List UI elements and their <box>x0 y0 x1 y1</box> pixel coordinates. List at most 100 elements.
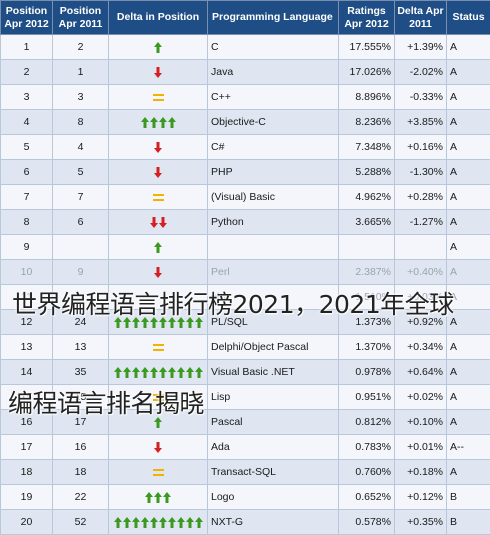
header-position-2011: Position Apr 2011 <box>53 1 109 35</box>
up-arrow-icon <box>114 517 122 528</box>
cell-status: A <box>447 335 490 360</box>
cell-rating: 1.373% <box>339 310 395 335</box>
cell-delta-position <box>109 35 208 60</box>
equal-icon <box>153 469 164 476</box>
up-arrow-icon <box>154 242 162 253</box>
cell-delta-rating: +0.64% <box>395 360 447 385</box>
cell-status: B <box>447 510 490 535</box>
cell-status: A <box>447 310 490 335</box>
cell-position-2012: 1 <box>1 35 53 60</box>
cell-position-2011: 2 <box>53 35 109 60</box>
up-arrow-icon <box>195 367 203 378</box>
up-arrow-icon <box>150 517 158 528</box>
cell-language: Ada <box>208 435 339 460</box>
cell-language: Pascal <box>208 410 339 435</box>
cell-delta-position <box>109 160 208 185</box>
cell-rating: 8.896% <box>339 85 395 110</box>
cell-position-2012: 6 <box>1 160 53 185</box>
up-arrow-icon <box>141 117 149 128</box>
cell-status: A <box>447 85 490 110</box>
equal-icon <box>153 194 164 201</box>
up-arrow-icon <box>150 317 158 328</box>
up-arrow-icon <box>168 117 176 128</box>
up-arrow-icon <box>177 317 185 328</box>
cell-delta-position <box>109 85 208 110</box>
cell-delta-position <box>109 135 208 160</box>
cell-rating: 3.665% <box>339 210 395 235</box>
cell-position-2011: 9 <box>53 260 109 285</box>
cell-delta-position <box>109 460 208 485</box>
cell-position-2011: 15 <box>53 385 109 410</box>
cell-position-2012: 18 <box>1 460 53 485</box>
up-arrow-icon <box>168 517 176 528</box>
cell-rating: 0.760% <box>339 460 395 485</box>
cell-delta-position <box>109 435 208 460</box>
cell-delta-rating <box>395 235 447 260</box>
cell-delta-position <box>109 335 208 360</box>
cell-delta-position <box>109 185 208 210</box>
cell-delta-rating: +0.01% <box>395 435 447 460</box>
cell-rating: 0.812% <box>339 410 395 435</box>
cell-position-2011: 8 <box>53 110 109 135</box>
cell-language: C# <box>208 135 339 160</box>
cell-language: PL/SQL <box>208 310 339 335</box>
cell-rating: 0.978% <box>339 360 395 385</box>
cell-delta-rating: +0.28% <box>395 185 447 210</box>
cell-rating: 0.783% <box>339 435 395 460</box>
up-arrow-icon <box>123 367 131 378</box>
up-arrow-icon <box>154 42 162 53</box>
cell-position-2012: 3 <box>1 85 53 110</box>
cell-language: PHP <box>208 160 339 185</box>
cell-status: A <box>447 360 490 385</box>
cell-rating: 17.026% <box>339 60 395 85</box>
cell-rating: 1.510% <box>339 285 395 310</box>
cell-position-2012: 5 <box>1 135 53 160</box>
cell-position-2011: 24 <box>53 310 109 335</box>
cell-status: A <box>447 110 490 135</box>
cell-position-2012: 4 <box>1 110 53 135</box>
cell-rating: 0.578% <box>339 510 395 535</box>
cell-status: A <box>447 160 490 185</box>
cell-position-2011: 5 <box>53 160 109 185</box>
cell-position-2012: 19 <box>1 485 53 510</box>
cell-delta-rating: +0.02% <box>395 385 447 410</box>
up-arrow-icon <box>186 367 194 378</box>
up-arrow-icon <box>159 317 167 328</box>
cell-position-2012: 13 <box>1 335 53 360</box>
cell-language: Java <box>208 60 339 85</box>
cell-position-2011 <box>53 285 109 310</box>
cell-language: NXT-G <box>208 510 339 535</box>
cell-language: Perl <box>208 260 339 285</box>
cell-rating: 8.236% <box>339 110 395 135</box>
cell-status: B <box>447 485 490 510</box>
cell-language: Objective-C <box>208 110 339 135</box>
cell-position-2012: 11 <box>1 285 53 310</box>
table-header-row: Position Apr 2012 Position Apr 2011 Delt… <box>1 1 490 35</box>
cell-language: Python <box>208 210 339 235</box>
cell-delta-rating: +0.35% <box>395 510 447 535</box>
cell-language: uby <box>208 285 339 310</box>
cell-status: A <box>447 235 490 260</box>
cell-position-2012: 14 <box>1 360 53 385</box>
cell-delta-rating: +0.12% <box>395 485 447 510</box>
equal-icon <box>153 94 164 101</box>
cell-language: Lisp <box>208 385 339 410</box>
cell-rating: 5.288% <box>339 160 395 185</box>
cell-rating <box>339 235 395 260</box>
cell-delta-position <box>109 210 208 235</box>
up-arrow-icon <box>141 317 149 328</box>
cell-position-2011: 22 <box>53 485 109 510</box>
cell-language: Transact-SQL <box>208 460 339 485</box>
up-arrow-icon <box>168 317 176 328</box>
cell-position-2012: 20 <box>1 510 53 535</box>
